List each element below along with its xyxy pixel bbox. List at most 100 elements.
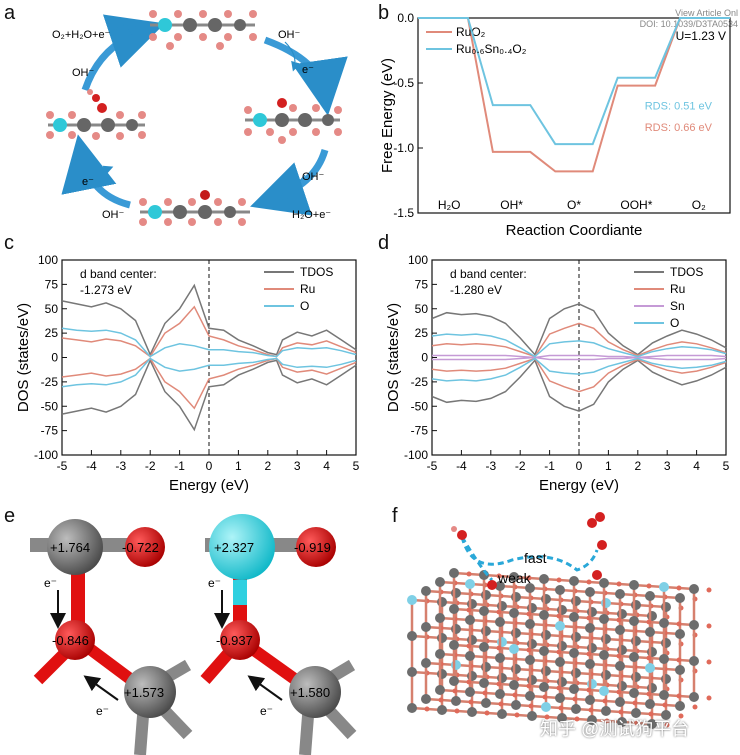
- lattice-oxygen: [484, 710, 490, 716]
- lattice-atom: [527, 603, 537, 613]
- legend-label: Sn: [670, 299, 685, 313]
- y-tick-label: 0.0: [397, 11, 414, 25]
- dos-series-ru-up: [61, 305, 357, 358]
- y-axis-label: DOS (states/eV): [15, 303, 32, 412]
- x-tick-label: -1: [544, 459, 555, 473]
- lattice-oxygen: [586, 579, 592, 585]
- legend-label: Ru: [670, 282, 685, 296]
- x-axis-label: Reaction Coordiante: [506, 222, 643, 239]
- lattice-oxygen: [648, 711, 654, 717]
- lattice-atom: [449, 640, 459, 650]
- lattice-atom: [571, 704, 581, 714]
- lattice-atom: [451, 660, 461, 670]
- lattice-atom: [675, 593, 685, 603]
- lattice-atom: [451, 696, 461, 706]
- lattice-atom: [509, 608, 519, 618]
- lattice-atom: [511, 628, 521, 638]
- dos-series-o-up: [431, 333, 727, 358]
- panel-c-dos-chart: 100 75 50 25 0 -25 -50 -75 -100-5 -4 -3 -2 -1 0 1 2 3 4 5 E…: [15, 253, 360, 494]
- lattice-atom: [659, 618, 669, 628]
- lattice-oxygen: [676, 585, 682, 591]
- lattice-atom: [407, 631, 417, 641]
- y-tick-label: -50: [41, 399, 59, 413]
- lattice-atom: [437, 705, 447, 715]
- x-tick-label: 1: [605, 459, 612, 473]
- y-tick-label: -0.5: [393, 76, 414, 90]
- lattice-oxygen: [602, 698, 608, 704]
- cycle-arrow-bottom-right: [250, 148, 329, 216]
- lattice-atom: [615, 661, 625, 671]
- lattice-oxygen: [662, 702, 668, 708]
- lattice-oxygen: [706, 695, 712, 701]
- dos-series-tdos-down: [431, 358, 727, 412]
- structure-left: +1.764 -0.722 -0.846 +1.573 e⁻ e⁻: [25, 505, 193, 755]
- lattice-atom: [437, 669, 447, 679]
- lattice-atom: [449, 676, 459, 686]
- lattice-atom: [617, 681, 627, 691]
- lattice-atom: [629, 616, 639, 626]
- lattice-atom: [435, 577, 445, 587]
- charge-right-top-metal: +2.327: [214, 540, 254, 555]
- lattice-oxygen: [706, 587, 712, 593]
- adsorbate-atom: [487, 580, 497, 590]
- lattice-atom: [569, 684, 579, 694]
- lattice-oxygen: [572, 696, 578, 702]
- x-tick-label: 3: [294, 459, 301, 473]
- lattice-atom: [481, 698, 491, 708]
- lattice-atom: [495, 689, 505, 699]
- lattice-atom: [541, 594, 551, 604]
- lattice-oxygen: [466, 679, 472, 685]
- lattice-oxygen: [618, 709, 624, 715]
- lattice-oxygen: [588, 707, 594, 713]
- y-tick-label: -1.5: [393, 206, 414, 220]
- lattice-atom: [585, 587, 595, 597]
- y-tick-label: 75: [45, 277, 59, 291]
- y-tick-label: -75: [411, 424, 429, 438]
- lattice-oxygen: [558, 705, 564, 711]
- u-annotation: U=1.23 V: [676, 29, 726, 43]
- legend-label: Ru: [300, 282, 315, 296]
- lattice-atom: [509, 680, 519, 690]
- x-tick-label: -4: [86, 459, 97, 473]
- lattice-oxygen: [438, 697, 444, 703]
- label-e-top-right: e⁻: [302, 64, 314, 76]
- lattice-atom: [555, 693, 565, 703]
- y-tick-label: -25: [411, 375, 429, 389]
- dos-series-sn-down: [432, 356, 727, 361]
- lattice-atom: [645, 663, 655, 673]
- panel-letter-a: a: [4, 2, 16, 24]
- x-tick-label: 5: [353, 459, 360, 473]
- lattice-atom: [675, 665, 685, 675]
- lattice-atom: [555, 621, 565, 631]
- lattice-atom: [585, 623, 595, 633]
- rds-label: RDS: 0.51 eV: [645, 101, 713, 113]
- dos-series-ru-down: [431, 357, 727, 393]
- x-tick-label: 0: [206, 459, 213, 473]
- lattice-oxygen: [646, 583, 652, 589]
- lattice-oxygen: [616, 617, 622, 623]
- x-tick-label: -5: [427, 459, 438, 473]
- lattice-atom: [587, 715, 597, 725]
- y-tick-label: 0: [421, 351, 428, 365]
- lattice-atom: [495, 617, 505, 627]
- lattice-oxygen: [528, 703, 534, 709]
- x-tick-label: -2: [145, 459, 156, 473]
- lattice-atom: [629, 652, 639, 662]
- lattice-oxygen: [482, 690, 488, 696]
- adsorbate-atom: [592, 570, 602, 580]
- lattice-oxygen: [706, 623, 712, 629]
- lattice-atom: [467, 671, 477, 681]
- plot-frame: [417, 17, 731, 214]
- lattice-atom: [509, 572, 519, 582]
- lattice-atom: [541, 630, 551, 640]
- lattice-atom: [555, 585, 565, 595]
- charge-left-top-metal: +1.764: [50, 540, 90, 555]
- legend-label: TDOS: [300, 265, 333, 279]
- lattice-atom: [467, 599, 477, 609]
- x-tick-label: -1: [174, 459, 185, 473]
- lattice-oxygen: [526, 683, 532, 689]
- molecule-bottom: [139, 190, 250, 226]
- lattice-atom: [511, 592, 521, 602]
- electron-label-left-1: e⁻: [44, 576, 57, 590]
- dos-series-o-up: [61, 327, 357, 358]
